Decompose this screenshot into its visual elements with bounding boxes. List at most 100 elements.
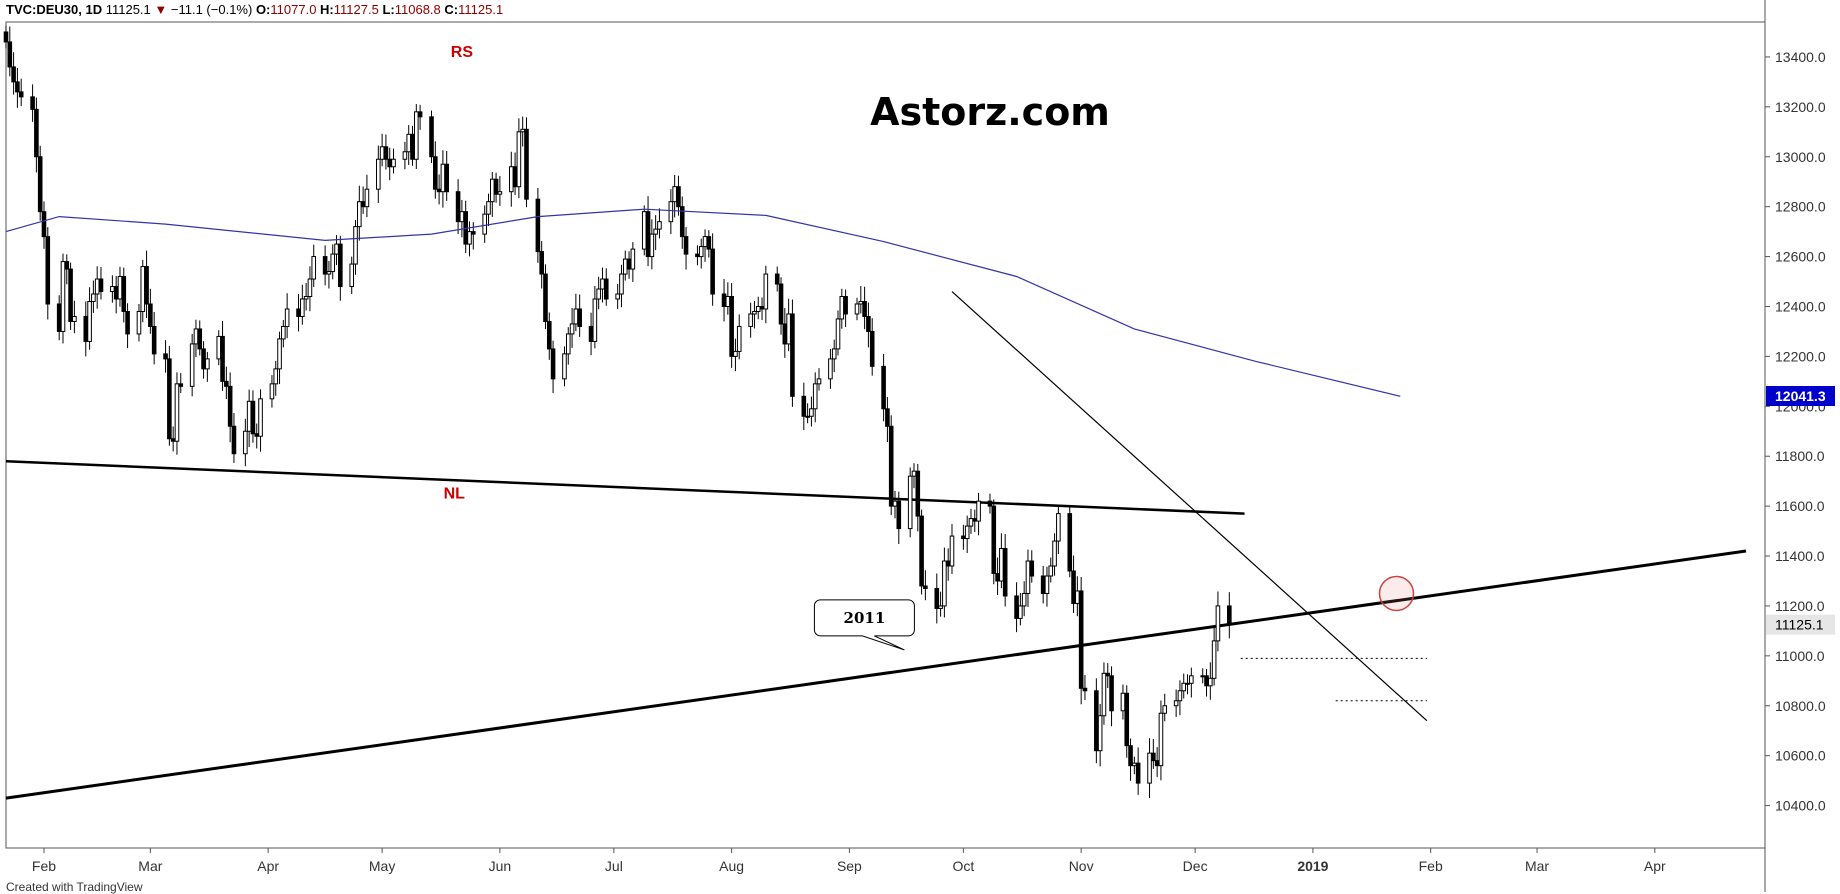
open-value: 11077.0 [270, 2, 317, 17]
candle-body [774, 273, 780, 285]
candle [645, 196, 651, 267]
candle [98, 267, 104, 300]
candle-body [938, 605, 943, 609]
candle-body [246, 400, 252, 432]
candle-body [934, 587, 940, 609]
candle-body [330, 253, 336, 273]
candle [482, 205, 487, 243]
candle-body [205, 358, 210, 370]
trendline [5, 549, 1747, 800]
candle-body [805, 415, 810, 418]
candle-body [326, 271, 332, 275]
candle [7, 26, 13, 77]
candle [596, 276, 601, 310]
candle [668, 189, 674, 235]
candle [1082, 675, 1088, 701]
candle-body [695, 253, 700, 258]
candle-body [619, 273, 624, 295]
candle [467, 221, 472, 257]
price-tag-bg [1766, 385, 1835, 406]
candle [357, 185, 362, 241]
candle [1200, 668, 1206, 684]
candle-body [999, 548, 1004, 582]
candle-body [1227, 605, 1232, 626]
candle [281, 319, 286, 348]
candle-body [1132, 762, 1137, 767]
candle [41, 201, 47, 249]
callout-label: 2011 [844, 609, 886, 627]
candle-body [961, 535, 966, 540]
candle-body [679, 206, 685, 238]
x-tick-label: Jul [605, 858, 623, 874]
y-tick-label: 10800.0 [1775, 698, 1826, 714]
candle-body [508, 166, 514, 193]
candle [34, 97, 39, 173]
candle [1078, 576, 1084, 705]
candle [83, 301, 89, 357]
candle-body [402, 151, 408, 160]
candle [999, 533, 1004, 589]
candle-body [417, 111, 423, 118]
x-tick-label: Oct [952, 858, 974, 874]
candle [444, 151, 449, 201]
candle [72, 300, 77, 334]
candle [626, 251, 632, 279]
candle-body [1105, 672, 1111, 677]
candle [923, 570, 928, 601]
candle [167, 345, 172, 446]
candle [121, 267, 127, 323]
candle-body [376, 158, 381, 190]
candle [896, 491, 902, 545]
candle [224, 366, 229, 400]
y-tick-label: 13200.0 [1775, 99, 1826, 115]
candle [1128, 738, 1133, 781]
x-tick-label: 2019 [1297, 858, 1328, 874]
candle-body [1185, 682, 1190, 685]
candle-body [87, 300, 92, 342]
candle-body [1056, 513, 1061, 542]
candle-body [991, 505, 997, 574]
candle-body [1078, 590, 1084, 689]
y-tick-label: 13000.0 [1775, 149, 1826, 165]
candle-body [1002, 548, 1008, 597]
y-tick-label: 10400.0 [1775, 798, 1826, 814]
candle-body [7, 41, 13, 68]
candle [1189, 667, 1194, 698]
candle-body [459, 211, 465, 223]
candle [497, 175, 503, 206]
candle [364, 174, 370, 218]
candle-body [1025, 560, 1031, 594]
candle [1135, 747, 1141, 795]
candle [1109, 666, 1114, 727]
candle-body [269, 383, 275, 400]
candle-body [486, 201, 491, 215]
candle-body [972, 518, 978, 522]
candle-body [277, 338, 282, 370]
candle [615, 284, 620, 309]
candle [1048, 557, 1054, 583]
candle-body [641, 211, 647, 250]
candle [543, 264, 548, 330]
candle [752, 300, 757, 329]
x-tick-label: Apr [257, 858, 279, 874]
candle-body [296, 308, 301, 317]
candle-body [1029, 560, 1035, 577]
candle-body [942, 560, 947, 607]
y-tick-label: 11000.0 [1775, 648, 1825, 664]
candle [1071, 555, 1076, 613]
candle [353, 219, 358, 275]
candle [387, 147, 393, 181]
candle-body [493, 178, 499, 195]
candle [945, 548, 951, 581]
x-tick-label: Jun [489, 858, 512, 874]
candle [140, 259, 146, 323]
candle [911, 463, 917, 489]
candle-body [15, 81, 20, 93]
x-tick-label: Aug [719, 858, 744, 874]
candle [881, 353, 886, 422]
candle [436, 174, 442, 205]
candle-body [34, 108, 39, 158]
candle [972, 509, 978, 533]
candle-body [250, 400, 256, 435]
